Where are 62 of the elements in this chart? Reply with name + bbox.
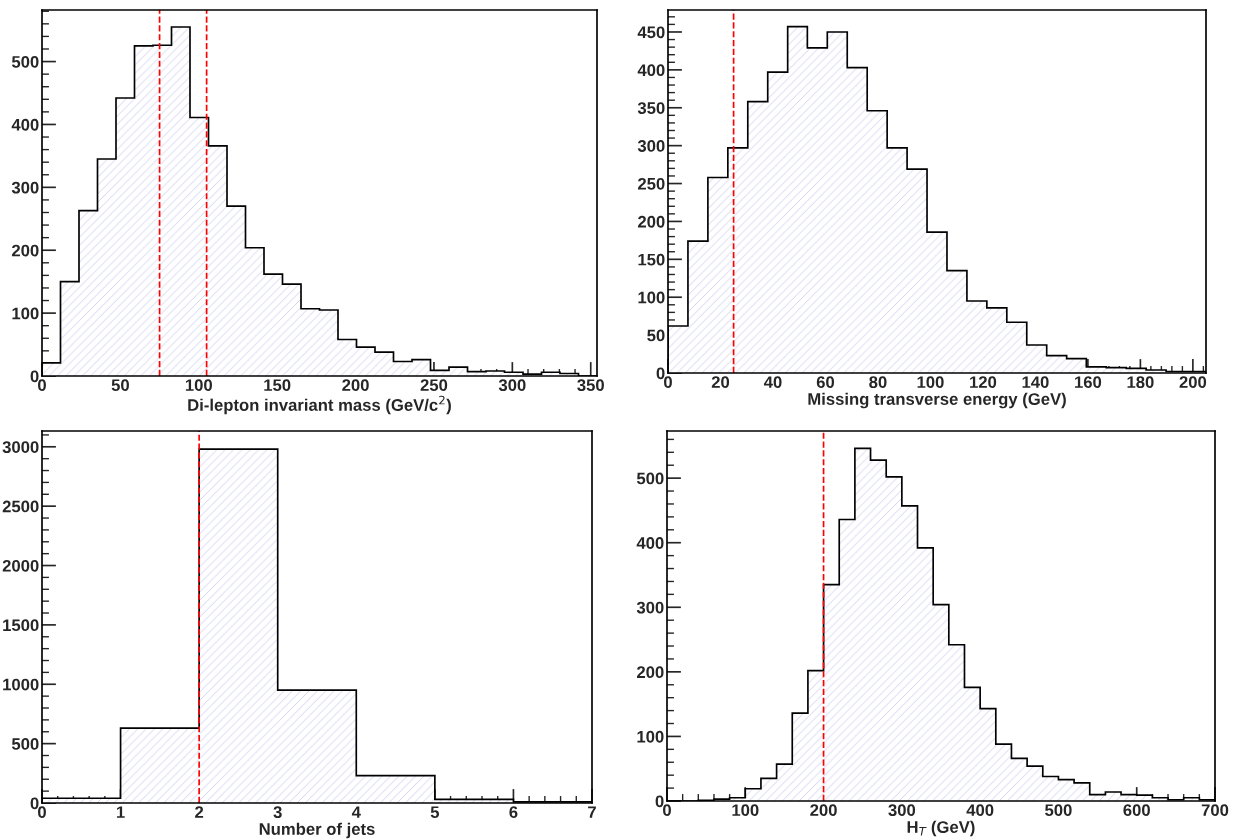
y-tick-label: 0 bbox=[655, 795, 664, 808]
y-tick-label: 450 bbox=[637, 26, 665, 39]
x-tick-label: 200 bbox=[810, 804, 837, 817]
x-tick-label: 140 bbox=[1022, 376, 1049, 389]
y-tick-label: 50 bbox=[647, 329, 665, 342]
y-tick-label: 2000 bbox=[2, 559, 39, 572]
x-tick-label: 6 bbox=[509, 806, 518, 819]
y-tick-label: 300 bbox=[11, 181, 39, 194]
y-tick-label: 500 bbox=[11, 738, 39, 750]
y-tick-label: 350 bbox=[637, 102, 665, 114]
y-tick-label: 1000 bbox=[3, 678, 39, 691]
y-tick-label: 2500 bbox=[2, 500, 39, 513]
y-tick-label: 300 bbox=[636, 601, 664, 614]
y-tick-label: 500 bbox=[11, 55, 39, 68]
y-tick-label: 400 bbox=[637, 64, 665, 77]
x-tick-label: 160 bbox=[1075, 376, 1102, 389]
y-tick-label: 100 bbox=[12, 307, 39, 320]
x-tick-label: 350 bbox=[577, 379, 604, 392]
x-tick-label: 40 bbox=[763, 376, 782, 389]
x-tick-label: 150 bbox=[264, 379, 291, 392]
x-tick-label: 200 bbox=[342, 379, 369, 392]
y-tick-label: 3000 bbox=[2, 441, 39, 454]
x-tick-label: 3 bbox=[273, 806, 282, 819]
y-tick-label: 400 bbox=[11, 118, 39, 131]
x-tick-label: 180 bbox=[1127, 376, 1154, 389]
x-tick-label: 100 bbox=[732, 804, 759, 817]
x-tick-label: 4 bbox=[351, 806, 361, 818]
y-tick-label: 200 bbox=[637, 666, 664, 679]
y-tick-label: 0 bbox=[656, 367, 665, 380]
x-tick-label: 2 bbox=[195, 806, 204, 818]
x-tick-label: 100 bbox=[917, 376, 944, 389]
y-tick-label: 300 bbox=[637, 140, 665, 152]
x-tick-label: 400 bbox=[966, 804, 994, 817]
x-tick-label: 120 bbox=[970, 376, 997, 389]
x-tick-label: 600 bbox=[1123, 804, 1150, 817]
x-tick-label: 200 bbox=[1179, 376, 1207, 389]
y-tick-label: 150 bbox=[638, 253, 665, 266]
y-tick-label: 100 bbox=[637, 730, 664, 743]
y-tick-label: 100 bbox=[638, 291, 665, 304]
y-tick-label: 400 bbox=[636, 537, 664, 549]
x-tick-label: 80 bbox=[869, 376, 887, 389]
x-tick-label: 300 bbox=[888, 804, 916, 817]
x-axis-title: Di-lepton invariant mass (GeV/c$^{2}$) bbox=[188, 395, 451, 415]
y-tick-label: 500 bbox=[636, 472, 664, 485]
x-tick-label: 60 bbox=[816, 376, 835, 389]
x-tick-label: 700 bbox=[1201, 804, 1229, 817]
y-tick-label: 1500 bbox=[3, 619, 39, 632]
y-tick-label: 250 bbox=[638, 177, 665, 190]
x-tick-label: 50 bbox=[111, 379, 129, 392]
x-tick-label: 20 bbox=[711, 376, 730, 389]
x-tick-label: 500 bbox=[1045, 804, 1072, 817]
x-tick-label: 300 bbox=[498, 379, 526, 392]
x-axis-title: H$_{T}$ (GeV) bbox=[907, 820, 975, 837]
x-axis-title: Number of jets bbox=[259, 822, 375, 839]
x-tick-label: 1 bbox=[116, 806, 125, 818]
x-axis-title: Missing transverse energy (GeV) bbox=[808, 392, 1066, 409]
x-tick-label: 7 bbox=[588, 806, 596, 818]
x-tick-label: 250 bbox=[420, 379, 448, 392]
x-tick-label: 100 bbox=[185, 379, 212, 392]
x-tick-label: 5 bbox=[430, 806, 440, 819]
y-tick-label: 200 bbox=[638, 215, 665, 228]
y-tick-label: 200 bbox=[12, 244, 39, 257]
